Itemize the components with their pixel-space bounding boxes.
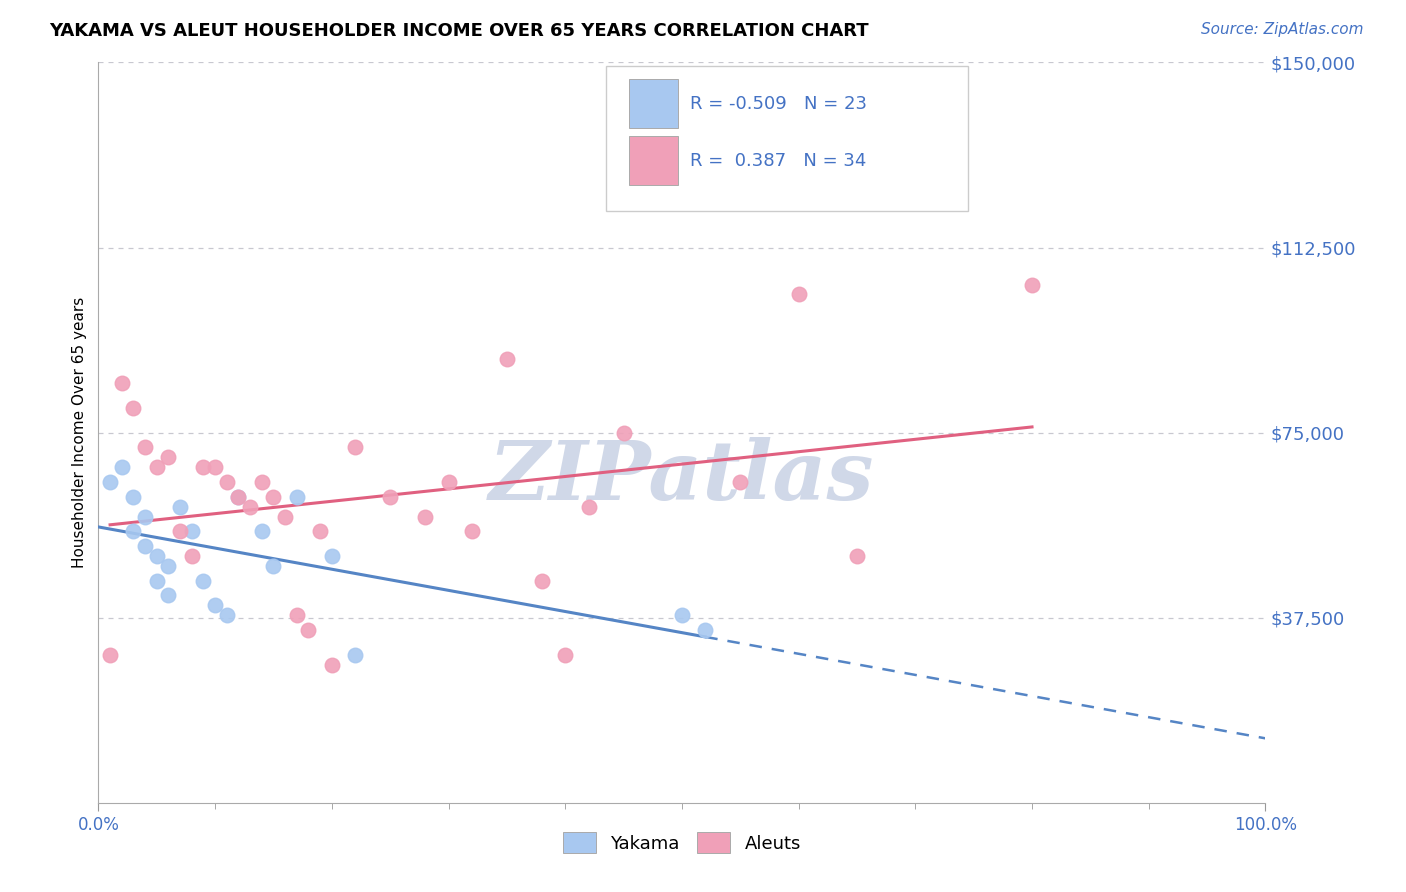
FancyBboxPatch shape bbox=[630, 136, 679, 185]
Point bbox=[228, 490, 250, 504]
Point bbox=[846, 549, 869, 563]
Point bbox=[204, 460, 226, 475]
Point bbox=[274, 509, 297, 524]
Point bbox=[380, 490, 402, 504]
Point bbox=[461, 524, 484, 539]
Point bbox=[239, 500, 262, 514]
Legend: Yakama, Aleuts: Yakama, Aleuts bbox=[555, 825, 808, 861]
Point bbox=[297, 623, 319, 637]
Point bbox=[530, 574, 553, 588]
Point bbox=[437, 475, 460, 489]
Point bbox=[193, 574, 215, 588]
Point bbox=[413, 509, 436, 524]
Text: R = -0.509   N = 23: R = -0.509 N = 23 bbox=[690, 95, 868, 112]
Point bbox=[321, 657, 343, 672]
Text: ZIPatlas: ZIPatlas bbox=[489, 437, 875, 517]
Point bbox=[193, 460, 215, 475]
Point bbox=[262, 490, 284, 504]
Point bbox=[146, 574, 169, 588]
Point bbox=[228, 490, 250, 504]
FancyBboxPatch shape bbox=[606, 66, 967, 211]
Point bbox=[285, 608, 308, 623]
Point bbox=[134, 539, 156, 553]
Point bbox=[671, 608, 693, 623]
Point bbox=[122, 490, 145, 504]
Point bbox=[111, 376, 134, 391]
Point bbox=[180, 524, 202, 539]
Point bbox=[612, 425, 634, 440]
Point bbox=[285, 490, 308, 504]
Text: YAKAMA VS ALEUT HOUSEHOLDER INCOME OVER 65 YEARS CORRELATION CHART: YAKAMA VS ALEUT HOUSEHOLDER INCOME OVER … bbox=[49, 22, 869, 40]
Point bbox=[146, 460, 169, 475]
Point bbox=[787, 287, 810, 301]
Point bbox=[262, 558, 284, 573]
Point bbox=[344, 441, 367, 455]
Point bbox=[98, 648, 121, 662]
Point bbox=[496, 351, 519, 366]
Point bbox=[134, 441, 156, 455]
Point bbox=[157, 450, 180, 465]
Point bbox=[1021, 277, 1043, 292]
Text: Source: ZipAtlas.com: Source: ZipAtlas.com bbox=[1201, 22, 1364, 37]
Point bbox=[134, 509, 156, 524]
Point bbox=[250, 475, 273, 489]
Point bbox=[695, 623, 717, 637]
Point bbox=[730, 475, 752, 489]
Point bbox=[309, 524, 332, 539]
Point bbox=[111, 460, 134, 475]
Point bbox=[98, 475, 121, 489]
Y-axis label: Householder Income Over 65 years: Householder Income Over 65 years bbox=[72, 297, 87, 568]
Point bbox=[578, 500, 600, 514]
Point bbox=[180, 549, 202, 563]
Point bbox=[215, 608, 238, 623]
Point bbox=[554, 648, 576, 662]
Point bbox=[157, 558, 180, 573]
FancyBboxPatch shape bbox=[630, 79, 679, 128]
Point bbox=[122, 524, 145, 539]
Point bbox=[204, 599, 226, 613]
Point bbox=[122, 401, 145, 415]
Point bbox=[157, 589, 180, 603]
Text: R =  0.387   N = 34: R = 0.387 N = 34 bbox=[690, 152, 866, 169]
Point bbox=[321, 549, 343, 563]
Point bbox=[169, 500, 191, 514]
Point bbox=[250, 524, 273, 539]
Point bbox=[344, 648, 367, 662]
Point bbox=[146, 549, 169, 563]
Point bbox=[169, 524, 191, 539]
Point bbox=[215, 475, 238, 489]
